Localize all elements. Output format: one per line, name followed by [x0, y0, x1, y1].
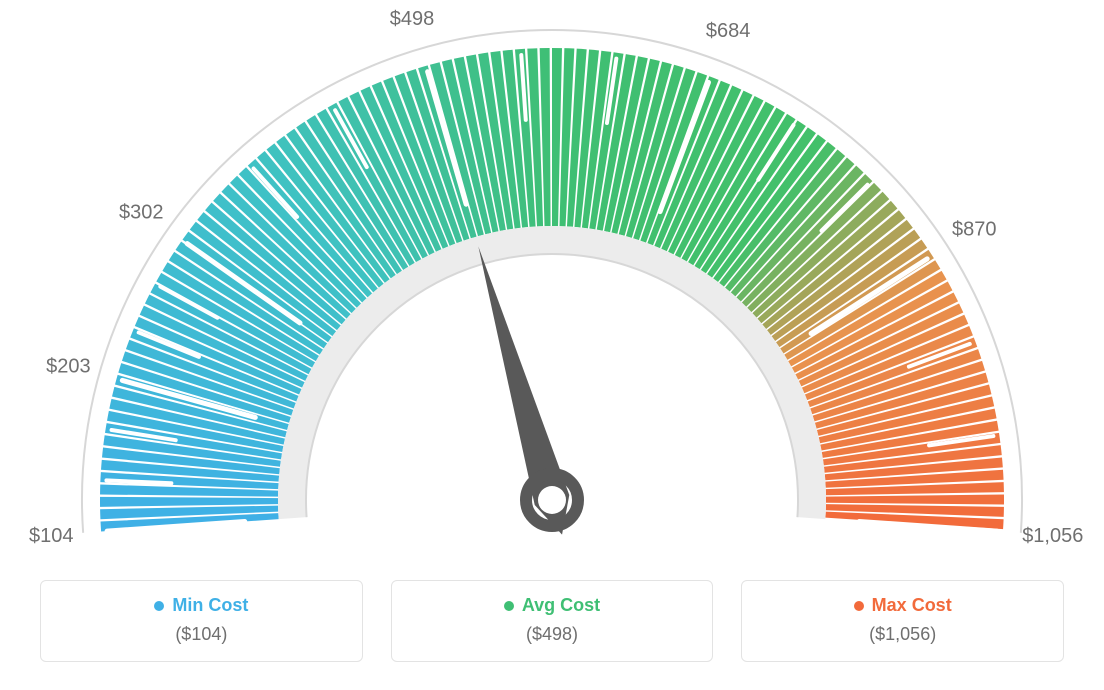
gauge-tick-label: $302 — [119, 201, 164, 223]
gauge-tick — [106, 480, 171, 483]
gauge-tick-label: $870 — [952, 219, 997, 241]
gauge-tick-label: $684 — [706, 20, 751, 42]
needle-hub-inner — [538, 486, 566, 514]
legend-label-max: Max Cost — [872, 595, 952, 616]
legend-label-avg: Avg Cost — [522, 595, 600, 616]
legend-dot-avg — [504, 601, 514, 611]
legend-dot-min — [154, 601, 164, 611]
legend-value-min: ($104) — [51, 624, 352, 645]
gauge-tick-label: $498 — [390, 8, 435, 30]
legend-card-min: Min Cost ($104) — [40, 580, 363, 662]
legend-row: Min Cost ($104) Avg Cost ($498) Max Cost… — [40, 580, 1064, 662]
legend-dot-max — [854, 601, 864, 611]
gauge-tick-label: $104 — [29, 525, 74, 547]
legend-card-avg: Avg Cost ($498) — [391, 580, 714, 662]
cost-gauge-chart: $104 $203 $302 $498 $684 $870 $1,056 Min Cost … — [0, 0, 1104, 690]
gauge-tick-label: $1,056 — [1022, 525, 1083, 547]
gauge-svg: $104 $203 $302 $498 $684 $870 $1,056 — [0, 0, 1104, 560]
legend-label-min: Min Cost — [172, 595, 248, 616]
legend-card-max: Max Cost ($1,056) — [741, 580, 1064, 662]
gauge-tick-label: $203 — [46, 355, 91, 377]
legend-value-max: ($1,056) — [752, 624, 1053, 645]
legend-value-avg: ($498) — [402, 624, 703, 645]
